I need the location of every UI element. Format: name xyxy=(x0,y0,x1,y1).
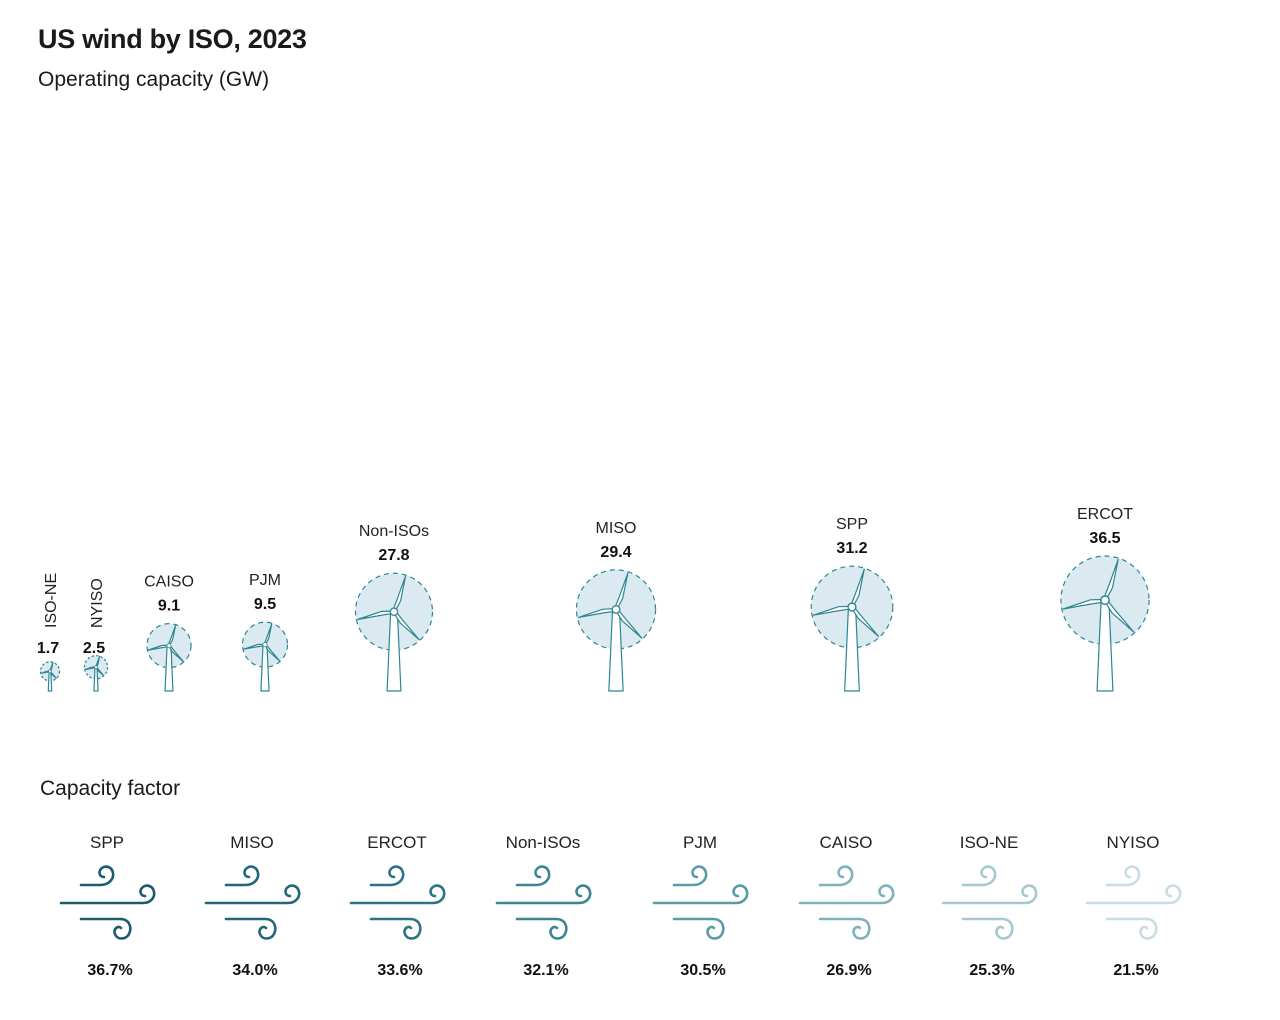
chart-title: US wind by ISO, 2023 xyxy=(38,24,307,54)
hub-ercot xyxy=(1100,595,1110,606)
tower-iso-ne xyxy=(47,671,53,692)
value-label-iso-ne: 1.7 xyxy=(37,640,59,657)
tower-nyiso xyxy=(93,667,99,692)
cf-label-miso: MISO xyxy=(230,833,273,852)
value-label-caiso: 9.1 xyxy=(158,598,180,615)
category-label-non-isos: Non-ISOs xyxy=(359,523,429,540)
cf-item-ercot: ERCOT 33.6% xyxy=(349,833,446,979)
turbine-nyiso: NYISO 2.5 xyxy=(83,578,109,692)
wind-gust-icon xyxy=(204,865,301,940)
wind-gust-icon xyxy=(652,865,749,940)
value-label-non-isos: 27.8 xyxy=(378,547,409,564)
cf-label-spp: SPP xyxy=(90,833,124,852)
category-label-caiso: CAISO xyxy=(144,574,194,591)
cf-value-iso-ne: 25.3% xyxy=(969,962,1014,979)
wind-gust-icon xyxy=(1085,865,1182,940)
tower-pjm xyxy=(260,645,270,692)
cf-item-iso-ne: ISO-NE 25.3% xyxy=(941,833,1038,979)
chart-subtitle: Operating capacity (GW) xyxy=(38,68,270,91)
category-label-miso: MISO xyxy=(596,520,637,537)
category-label-spp: SPP xyxy=(836,516,868,533)
hub-miso xyxy=(611,605,621,614)
cf-label-non-isos: Non-ISOs xyxy=(506,833,581,852)
cf-label-caiso: CAISO xyxy=(820,833,873,852)
category-label-nyiso: NYISO xyxy=(89,578,106,628)
category-label-iso-ne: ISO-NE xyxy=(43,573,60,628)
turbine-ercot: ERCOT 36.5 xyxy=(1060,506,1150,692)
value-label-ercot: 36.5 xyxy=(1089,530,1120,547)
cf-value-ercot: 33.6% xyxy=(377,962,422,979)
turbine-miso: MISO 29.4 xyxy=(575,520,657,692)
cf-value-non-isos: 32.1% xyxy=(523,962,568,979)
wind-gust-icon xyxy=(798,865,895,940)
category-label-ercot: ERCOT xyxy=(1077,506,1133,523)
cf-item-caiso: CAISO 26.9% xyxy=(798,833,895,979)
turbine-pjm: PJM 9.5 xyxy=(241,572,289,692)
turbine-spp: SPP 31.2 xyxy=(810,516,894,692)
value-label-spp: 31.2 xyxy=(836,540,867,557)
value-label-nyiso: 2.5 xyxy=(83,640,105,657)
turbine-iso-ne: ISO-NE 1.7 xyxy=(37,573,61,692)
cf-label-iso-ne: ISO-NE xyxy=(960,833,1019,852)
wind-gust-icon xyxy=(941,865,1038,940)
cf-item-miso: MISO 34.0% xyxy=(204,833,301,979)
hub-non-isos xyxy=(389,607,399,617)
cf-value-caiso: 26.9% xyxy=(826,962,871,979)
cf-item-pjm: PJM 30.5% xyxy=(652,833,749,979)
hub-caiso xyxy=(166,643,172,649)
cf-value-pjm: 30.5% xyxy=(680,962,725,979)
value-label-pjm: 9.5 xyxy=(254,596,276,613)
cf-label-ercot: ERCOT xyxy=(367,833,427,852)
cf-label-nyiso: NYISO xyxy=(1107,833,1160,852)
wind-gust-icon xyxy=(495,865,592,940)
hub-pjm xyxy=(262,642,268,648)
turbine-caiso: CAISO 9.1 xyxy=(144,574,194,692)
turbine-non-isos: Non-ISOs 27.8 xyxy=(354,523,434,692)
cf-item-non-isos: Non-ISOs 32.1% xyxy=(495,833,592,979)
cf-label-pjm: PJM xyxy=(683,833,717,852)
wind-gust-icon xyxy=(349,865,446,940)
hub-iso-ne xyxy=(48,669,52,674)
hub-spp xyxy=(847,602,857,612)
cf-value-nyiso: 21.5% xyxy=(1113,962,1158,979)
cf-value-spp: 36.7% xyxy=(87,962,132,979)
category-label-pjm: PJM xyxy=(249,572,281,589)
cf-value-miso: 34.0% xyxy=(232,962,277,979)
cf-item-spp: SPP 36.7% xyxy=(59,833,156,979)
hub-nyiso xyxy=(94,665,98,670)
cf-item-nyiso: NYISO 21.5% xyxy=(1085,833,1182,979)
tower-caiso xyxy=(164,646,174,692)
value-label-miso: 29.4 xyxy=(600,544,631,561)
wind-gust-icon xyxy=(59,865,156,940)
capacity-factor-title: Capacity factor xyxy=(40,777,181,800)
